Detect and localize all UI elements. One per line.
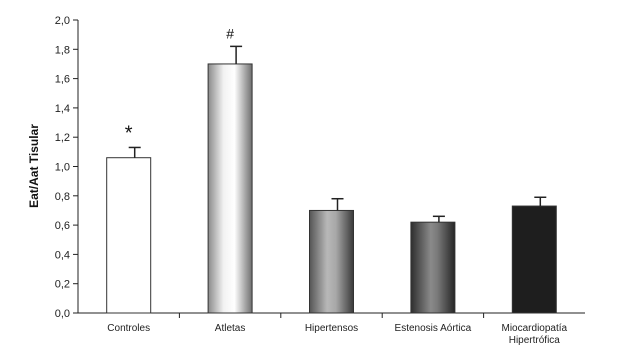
x-category-label: Miocardiopatía: [502, 323, 568, 334]
significance-marker: *: [125, 122, 133, 144]
bar: [309, 209, 354, 314]
significance-marker: #: [226, 25, 234, 41]
y-tick-label: 1,4: [55, 103, 70, 115]
y-axis-label: Eat/Aat Tisular: [27, 124, 41, 208]
y-tick-label: 2,0: [55, 15, 70, 27]
bar: [106, 157, 152, 314]
x-category-label: Atletas: [215, 323, 246, 334]
y-tick-label: 1,2: [55, 132, 70, 144]
x-category-label: Estenosis Aórtica: [395, 323, 472, 334]
y-tick-label: 1,0: [55, 162, 70, 174]
y-tick-label: 0,2: [55, 279, 70, 291]
y-tick-label: 0,8: [55, 191, 70, 203]
bar: [207, 63, 253, 314]
y-tick-label: 0,0: [55, 308, 70, 320]
y-tick-label: 1,6: [55, 74, 70, 86]
y-tick-label: 1,8: [55, 44, 70, 56]
y-tick-label: 0,4: [55, 249, 70, 261]
bar: [511, 205, 557, 314]
bar: [410, 221, 456, 314]
x-category-label: Hipertensos: [305, 323, 358, 334]
x-category-label: Controles: [107, 323, 150, 334]
y-tick-label: 0,6: [55, 220, 70, 232]
axes: 0,0 0,2 0,4 0,6 0,8 1,0 1,2 1,4 1,6 1,8 2,0: [55, 15, 585, 320]
labels: * Controles # Atletas Hipertensos Estenosis A…: [107, 25, 567, 346]
x-category-label: Hipertrófica: [509, 335, 561, 346]
bars: [106, 45, 557, 314]
